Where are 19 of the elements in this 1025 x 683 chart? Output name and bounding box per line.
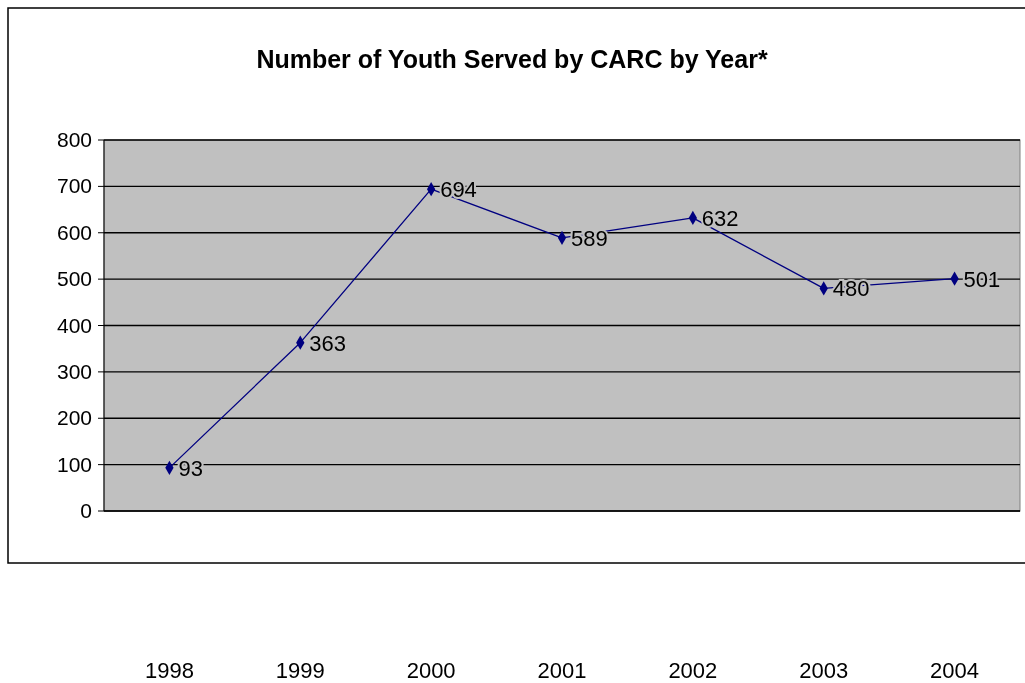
y-tick-label: 300 — [56, 359, 92, 383]
y-tick-label: 400 — [56, 313, 92, 337]
x-tick-label: 2004 — [930, 658, 980, 683]
y-tick-label: 500 — [56, 267, 92, 291]
y-tick-label: 800 — [56, 128, 92, 151]
x-tick-label: 2000 — [406, 658, 456, 683]
x-tick-label: 1999 — [275, 658, 325, 683]
y-tick-label: 700 — [56, 174, 92, 198]
y-tick-label: 600 — [56, 220, 92, 244]
y-tick-label: 0 — [80, 499, 92, 522]
data-label: 363 — [309, 330, 346, 356]
data-label: 632 — [701, 205, 739, 231]
chart-title: Number of Youth Served by CARC by Year* — [256, 45, 768, 73]
x-tick-label: 2001 — [537, 658, 587, 683]
y-tick-label: 200 — [56, 406, 92, 430]
x-tick-label: 2002 — [668, 658, 718, 683]
x-tick-label: 1998 — [144, 658, 194, 683]
x-tick-label: 2003 — [799, 658, 849, 683]
y-tick-label: 100 — [56, 452, 92, 476]
